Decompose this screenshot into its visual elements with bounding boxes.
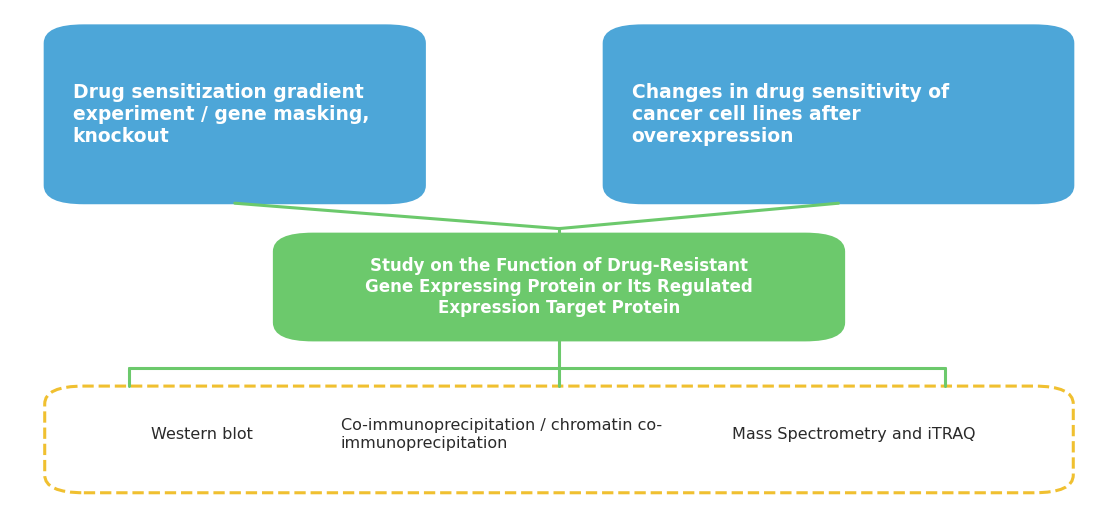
FancyBboxPatch shape [604, 25, 1073, 203]
FancyBboxPatch shape [274, 234, 844, 340]
Text: Drug sensitization gradient
experiment / gene masking,
knockout: Drug sensitization gradient experiment /… [73, 83, 369, 146]
FancyBboxPatch shape [45, 386, 1073, 493]
FancyBboxPatch shape [45, 25, 425, 203]
Text: Co-immunoprecipitation / chromatin co-
immunoprecipitation: Co-immunoprecipitation / chromatin co- i… [341, 418, 662, 451]
Text: Study on the Function of Drug-Resistant
Gene Expressing Protein or Its Regulated: Study on the Function of Drug-Resistant … [366, 257, 752, 317]
Text: Changes in drug sensitivity of
cancer cell lines after
overexpression: Changes in drug sensitivity of cancer ce… [632, 83, 949, 146]
Text: Mass Spectrometry and iTRAQ: Mass Spectrometry and iTRAQ [732, 427, 976, 442]
Text: Western blot: Western blot [151, 427, 253, 442]
